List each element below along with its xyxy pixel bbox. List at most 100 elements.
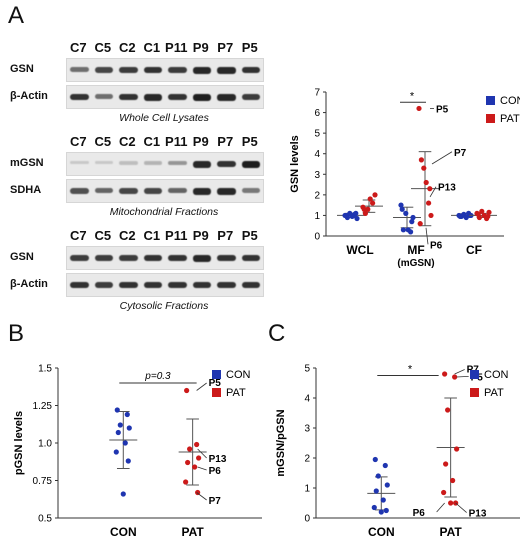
- blot-band: [70, 94, 89, 101]
- y-tick-label: 2: [314, 190, 320, 201]
- data-point: [115, 429, 121, 436]
- data-point: [399, 206, 405, 212]
- annotation-leader: [196, 382, 207, 391]
- data-point: [185, 459, 191, 466]
- y-tick-label: 0: [314, 232, 320, 243]
- data-point: [187, 446, 193, 452]
- data-point: [400, 227, 406, 233]
- blot-band: [94, 67, 113, 73]
- data-point: [398, 202, 404, 208]
- data-point: [362, 210, 368, 216]
- x-category-label: CF: [466, 243, 482, 257]
- data-point: [126, 425, 132, 431]
- blot-band: [70, 255, 89, 262]
- data-point: [124, 411, 130, 418]
- data-point: [417, 221, 423, 227]
- blot-band: [241, 255, 260, 262]
- blot-strip: [66, 152, 264, 176]
- data-point: [443, 461, 449, 467]
- data-point: [441, 489, 447, 496]
- y-axis-label: mGSN/pGSN: [275, 409, 287, 476]
- y-tick-label: 1: [314, 211, 320, 222]
- x-category-label: PAT: [182, 525, 205, 539]
- legend-label: CON: [226, 369, 251, 381]
- lane-label: C7: [69, 228, 87, 243]
- lane-label: P5: [241, 228, 258, 243]
- point-annotation: P6: [430, 240, 443, 251]
- data-point: [452, 374, 458, 380]
- legend-swatch: [470, 370, 479, 379]
- data-point: [183, 479, 189, 485]
- data-point: [448, 500, 454, 506]
- y-axis-label: pGSN levels: [13, 411, 25, 475]
- blot-band: [241, 94, 260, 101]
- data-point: [454, 446, 460, 452]
- lane-label: P11: [165, 134, 188, 149]
- annotation-leader: [197, 466, 207, 471]
- blot-band: [143, 161, 162, 165]
- blot-band: [241, 282, 260, 289]
- panel-letter-a: A: [8, 2, 25, 29]
- comparison-label: p=0.3: [144, 371, 171, 382]
- data-point: [383, 507, 389, 514]
- chart-a-gsn-levels: 0 1 2 3 4 5 6 7 GSN levels WCL MF(mGSN) CF * P5 P7 P13 P…: [289, 88, 520, 270]
- annotation-leader: [197, 448, 207, 459]
- x-category-label: PAT: [440, 525, 463, 539]
- blot-band: [241, 161, 260, 168]
- y-tick-label: 3: [304, 424, 310, 435]
- blot-band: [217, 282, 236, 289]
- blot-row-label: GSN: [10, 63, 34, 75]
- blot-band: [192, 282, 211, 289]
- lane-label: P9: [192, 228, 209, 243]
- data-point: [427, 186, 433, 192]
- data-point: [117, 422, 123, 428]
- y-tick-label: 3: [314, 170, 320, 181]
- panel-letter-c: C: [268, 320, 286, 347]
- legend-swatch: [486, 96, 495, 105]
- panel-letter-b: B: [8, 320, 25, 347]
- blot-strip: [66, 58, 264, 82]
- y-tick-label: 1.0: [38, 439, 52, 450]
- blot-band: [217, 94, 236, 101]
- blot-band: [119, 161, 138, 165]
- blot-band: [217, 67, 236, 74]
- legend-label: CON: [484, 369, 509, 381]
- y-tick-label: 5: [314, 129, 320, 140]
- data-point: [370, 200, 376, 206]
- blot-band: [119, 94, 138, 101]
- blot-band: [70, 67, 89, 73]
- blot-row-label: β-Actin: [10, 90, 48, 102]
- annotation-leader: [431, 151, 453, 165]
- annotation-leader: [455, 502, 467, 513]
- lane-label: C7: [69, 134, 87, 149]
- legend-label: PAT: [500, 113, 520, 125]
- lane-label: C2: [118, 40, 136, 55]
- data-point: [371, 504, 377, 511]
- annotation-leader: [196, 492, 207, 501]
- data-point: [445, 407, 451, 413]
- data-point: [403, 210, 409, 216]
- point-annotation: P13: [209, 454, 227, 465]
- blot-band: [70, 282, 89, 289]
- data-point: [361, 206, 367, 212]
- blot-band: [119, 188, 138, 194]
- legend-swatch: [212, 370, 221, 379]
- data-point: [409, 219, 415, 225]
- data-point: [423, 179, 429, 186]
- y-tick-label: 1.25: [33, 401, 53, 412]
- blot-band: [143, 282, 162, 289]
- blot-row-label: GSN: [10, 251, 34, 263]
- chart-b-pgsn-levels: 0.5 0.75 1.0 1.25 1.5 pGSN levels CON PAT p=0.3 P…: [13, 364, 262, 539]
- legend-swatch: [486, 114, 495, 123]
- blot-band: [192, 188, 211, 195]
- data-point: [426, 200, 432, 206]
- significance-mark: *: [408, 364, 413, 376]
- data-point: [382, 462, 388, 469]
- blot-band: [94, 94, 113, 100]
- y-tick-label: 1.5: [38, 364, 52, 375]
- blot-band: [143, 255, 162, 262]
- blot-band: [168, 282, 187, 289]
- lane-labels-1: C7 C5 C2 C1 P11 P9 P7 P5: [66, 134, 262, 149]
- legend-swatch: [212, 388, 221, 397]
